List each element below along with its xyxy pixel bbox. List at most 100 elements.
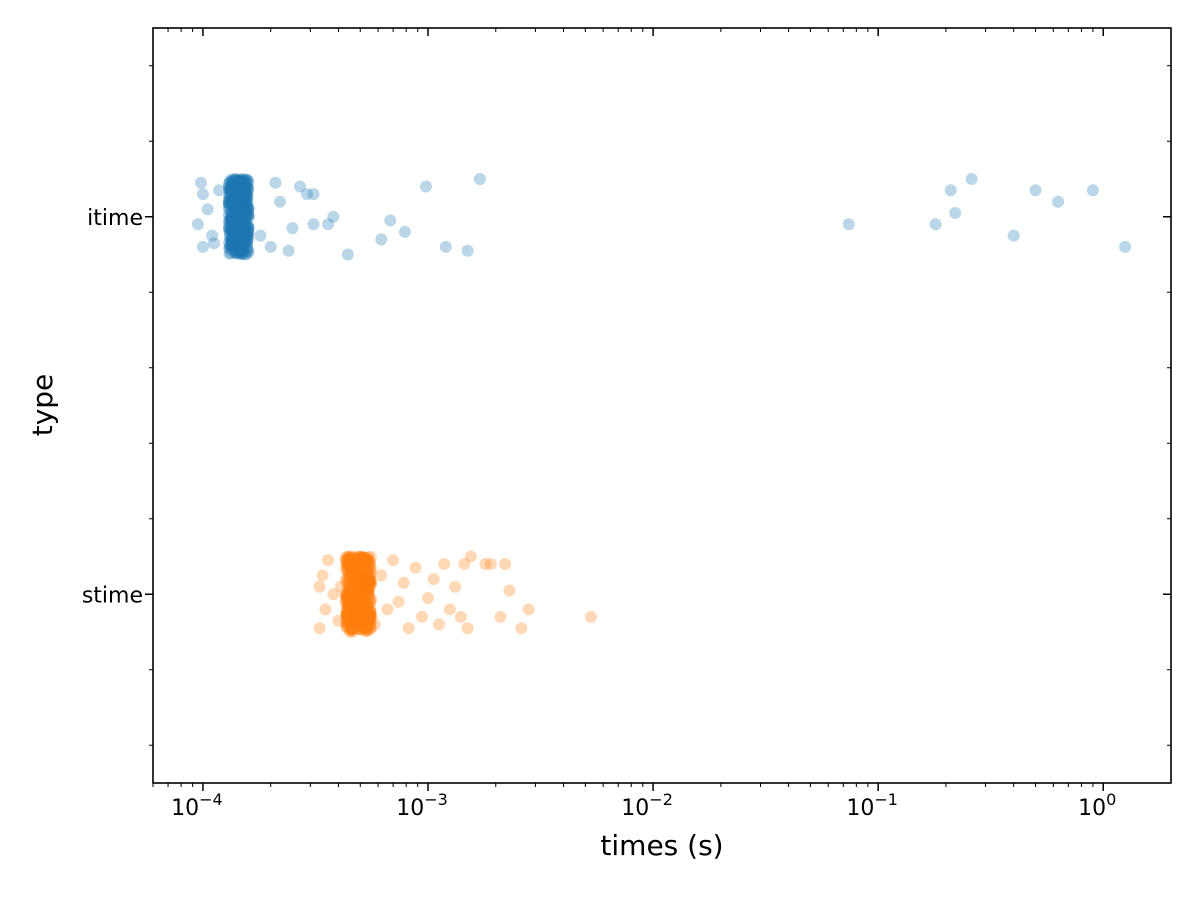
stime-point: [350, 608, 363, 621]
itime-point: [226, 212, 239, 225]
itime-point: [226, 215, 239, 228]
itime-point: [230, 211, 243, 224]
itime-point: [227, 238, 239, 250]
stime-point: [354, 565, 367, 578]
stime-point: [351, 623, 363, 636]
stime-point: [402, 622, 415, 635]
itime-point: [231, 239, 244, 252]
itime-point: [233, 179, 246, 192]
itime-point: [241, 229, 254, 242]
stime-point: [360, 625, 373, 638]
stime-point: [340, 607, 353, 619]
itime-point: [238, 236, 251, 248]
stime-point: [363, 572, 376, 585]
stime-point: [351, 579, 364, 591]
itime-point: [233, 175, 246, 188]
itime-point: [236, 173, 249, 186]
itime-point: [234, 174, 247, 187]
itime-point: [237, 174, 250, 187]
itime-point: [225, 179, 238, 192]
itime-point: [222, 197, 235, 210]
stime-point: [351, 591, 363, 604]
itime-point: [238, 234, 251, 247]
stime-point: [345, 550, 358, 563]
stime-point: [358, 552, 371, 565]
stime-point: [358, 612, 371, 625]
stime-point: [397, 576, 410, 589]
stime-point: [344, 558, 357, 571]
itime-point: [235, 224, 248, 237]
itime-point: [234, 215, 247, 228]
stime-point: [350, 593, 363, 606]
itime-point: [236, 227, 249, 240]
itime-point: [233, 246, 246, 258]
stime-point: [342, 590, 355, 603]
stime-point: [348, 584, 361, 597]
itime-point: [195, 176, 207, 189]
itime-point: [242, 223, 255, 236]
stime-point: [343, 574, 356, 587]
itime-point: [225, 197, 238, 209]
stime-point: [344, 561, 356, 574]
itime-point: [384, 214, 397, 227]
itime-point: [223, 242, 236, 255]
stime-point: [350, 617, 363, 630]
stime-point: [344, 561, 357, 574]
itime-point: [223, 226, 236, 239]
stime-point: [349, 619, 362, 632]
stime-point: [352, 594, 364, 607]
stime-point: [365, 593, 378, 606]
itime-point: [929, 218, 942, 231]
itime-point: [230, 185, 243, 198]
itime-point: [231, 238, 244, 251]
itime-point: [225, 210, 238, 223]
itime-point: [229, 198, 242, 211]
itime-point: [228, 200, 241, 213]
itime-point: [226, 184, 238, 197]
itime-point: [229, 195, 242, 207]
stime-point: [364, 621, 377, 634]
stime-point: [343, 615, 356, 628]
itime-point: [236, 237, 249, 250]
itime-point: [237, 177, 250, 190]
itime-point: [241, 196, 254, 209]
itime-point: [231, 229, 244, 241]
stime-point: [364, 551, 377, 563]
stime-point: [360, 577, 373, 590]
x-tick-label: 10−4: [171, 790, 223, 821]
stime-point: [363, 557, 376, 570]
stime-point: [356, 554, 369, 567]
itime-point: [225, 240, 238, 252]
stime-point: [345, 614, 358, 627]
itime-point: [232, 221, 245, 234]
itime-point: [242, 182, 255, 195]
itime-point: [222, 201, 235, 214]
itime-point: [241, 203, 254, 215]
itime-point: [842, 218, 855, 231]
stime-point: [357, 553, 370, 566]
stime-point: [351, 553, 364, 565]
itime-point: [237, 177, 250, 190]
itime-point: [231, 244, 244, 257]
itime-point: [239, 235, 252, 248]
stime-point: [340, 586, 353, 599]
stime-point: [503, 584, 516, 597]
itime-point: [226, 195, 239, 208]
stime-point: [344, 584, 357, 596]
stime-point: [350, 565, 362, 578]
stime-point: [362, 590, 375, 602]
itime-point: [234, 204, 247, 217]
stime-point: [346, 567, 359, 580]
itime-point: [226, 202, 239, 215]
itime-point: [225, 214, 237, 226]
itime-point: [228, 232, 241, 245]
itime-point: [228, 173, 241, 186]
stime-point: [358, 576, 371, 589]
stime-point: [363, 611, 375, 624]
itime-point: [232, 224, 245, 237]
itime-point: [227, 233, 240, 246]
stime-point: [313, 580, 326, 593]
itime-point: [223, 239, 236, 252]
itime-point: [228, 232, 241, 245]
stime-point: [341, 561, 354, 574]
